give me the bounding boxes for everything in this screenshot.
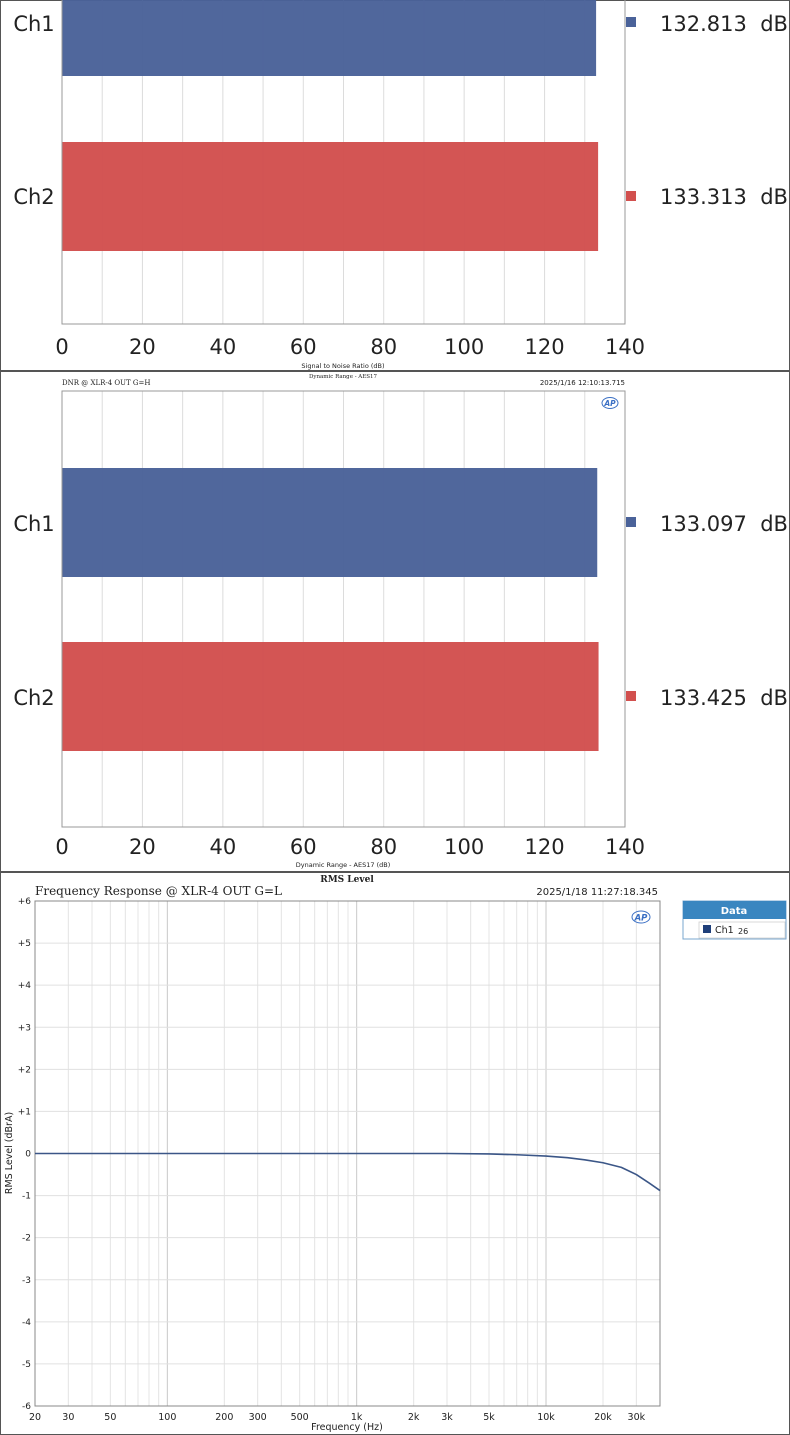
fr-y-tick-label: -3: [22, 1276, 31, 1286]
fr-chart-title: Frequency Response @ XLR-4 OUT G=L: [35, 884, 282, 898]
fr-x-tick-label: 20: [29, 1412, 41, 1423]
fr-y-tick-label: +2: [18, 1065, 31, 1075]
fr-legend-title: Data: [721, 906, 748, 917]
fr-timestamp: 2025/1/18 11:27:18.345: [536, 887, 658, 898]
p1-x-tick-label: 60: [290, 335, 317, 359]
p2-bar-ch2: [62, 642, 599, 751]
dnr-timestamp: 2025/1/16 12:10:13.715: [540, 379, 625, 387]
fr-y-tick-label: -4: [22, 1318, 31, 1328]
snr-bar-chart: 0 20 40 60 80 100 120 140 Ch1 Ch2 132.813 dB 13…: [13, 0, 788, 370]
fr-y-tick-label: -1: [22, 1192, 31, 1202]
fr-x-axis-label: Frequency (Hz): [311, 1422, 383, 1433]
fr-y-tick-label: -6: [22, 1402, 31, 1412]
fr-legend-suffix-ch1: 26: [738, 927, 748, 936]
fr-x-tick-label: 50: [104, 1412, 116, 1423]
fr-x-tick-label: 2k: [408, 1412, 420, 1423]
fr-y-tick-label: +4: [18, 981, 32, 991]
fr-y-tick-label: 0: [25, 1150, 31, 1160]
fr-x-tick-label: 5k: [483, 1412, 495, 1423]
snr-value-ch2: 133.313 dB: [660, 185, 788, 209]
fr-legend-item-ch1[interactable]: [698, 921, 786, 939]
fr-y-tick-label: +6: [18, 897, 32, 907]
fr-y-tick-label: -2: [22, 1234, 31, 1244]
fr-x-tick-label: 200: [215, 1412, 233, 1423]
fr-y-tick-label: +3: [18, 1023, 31, 1033]
dnr-logo-text: AP: [603, 399, 616, 408]
fr-chart-subtitle: RMS Level: [320, 875, 374, 885]
fr-x-tick-label: 100: [158, 1412, 176, 1423]
snr-swatch-ch1: [626, 17, 636, 27]
p2-x-tick-label: 80: [370, 835, 397, 859]
p2-x-tick-label: 60: [290, 835, 317, 859]
p1-x-tick-label: 120: [525, 335, 565, 359]
snr-category-ch2: Ch2: [13, 185, 54, 209]
panel-2-frame: [0, 371, 790, 872]
fr-legend-swatch-ch1: [703, 925, 711, 933]
snr-category-ch1: Ch1: [13, 12, 54, 36]
dnr-swatch-ch2: [626, 691, 636, 701]
snr-swatch-ch2: [626, 191, 636, 201]
fr-x-tick-label: 500: [291, 1412, 309, 1423]
dnr-swatch-ch1: [626, 517, 636, 527]
fr-x-tick-label: 300: [249, 1412, 267, 1423]
ap-logo-icon: AP: [601, 397, 619, 409]
p1-x-tick-label: 20: [129, 335, 156, 359]
snr-x-axis-label: Signal to Noise Ratio (dB): [301, 362, 384, 370]
dnr-category-ch2: Ch2: [13, 686, 54, 710]
p1-x-tick-label: 40: [209, 335, 236, 359]
fr-x-tick-label: 30k: [628, 1412, 646, 1423]
p2-x-tick-label: 140: [605, 835, 645, 859]
fr-y-tick-label: +1: [18, 1107, 31, 1117]
p2-bar-ch1: [62, 468, 598, 577]
p1-bar-ch2: [62, 142, 599, 251]
dnr-x-axis-label: Dynamic Range - AES17 (dB): [296, 861, 391, 869]
p1-x-tick-label: 80: [370, 335, 397, 359]
fr-x-tick-label: 30: [62, 1412, 74, 1423]
p2-x-tick-label: 40: [209, 835, 236, 859]
fr-y-tick-label: -5: [22, 1360, 31, 1370]
fr-legend-header: [683, 901, 786, 919]
fr-y-tick-label: +5: [18, 939, 31, 949]
p1-x-tick-label: 100: [444, 335, 484, 359]
p2-x-tick-label: 20: [129, 835, 156, 859]
ap-logo-icon: AP: [631, 910, 651, 924]
p2-x-tick-label: 100: [444, 835, 484, 859]
dnr-value-ch1: 133.097 dB: [660, 512, 788, 536]
p1-bar-ch1: [62, 0, 597, 76]
frequency-response-chart: Frequency Response @ XLR-4 OUT G=L RMS L…: [4, 875, 787, 1433]
p2-x-tick-label: 120: [525, 835, 565, 859]
p2-x-tick-label: 0: [55, 835, 68, 859]
fr-legend: Data Ch1 26: [682, 900, 787, 940]
dnr-chart-subtitle: Dynamic Range - AES17: [309, 374, 378, 380]
p1-x-tick-label: 140: [605, 335, 645, 359]
fr-x-tick-label: 1k: [351, 1412, 363, 1423]
fr-x-tick-label: 10k: [537, 1412, 555, 1423]
fr-x-tick-label: 3k: [441, 1412, 453, 1423]
p1-x-tick-label: 0: [55, 335, 68, 359]
snr-value-ch1: 132.813 dB: [660, 12, 788, 36]
fr-legend-name-ch1: Ch1: [715, 925, 734, 936]
dnr-value-ch2: 133.425 dB: [660, 686, 788, 710]
fr-logo-text: AP: [634, 914, 649, 924]
dnr-bar-chart: DNR @ XLR-4 OUT G=H Dynamic Range - AES1…: [13, 374, 788, 869]
snr-plot-border: [61, 0, 626, 325]
fr-series-line-ch1: [35, 1152, 661, 1192]
fr-y-axis-label: RMS Level (dBrA): [4, 1112, 15, 1194]
dnr-plot-border: [61, 390, 626, 828]
dnr-category-ch1: Ch1: [13, 512, 54, 536]
dnr-chart-title: DNR @ XLR-4 OUT G=H: [62, 379, 151, 387]
fr-x-tick-label: 20k: [594, 1412, 612, 1423]
